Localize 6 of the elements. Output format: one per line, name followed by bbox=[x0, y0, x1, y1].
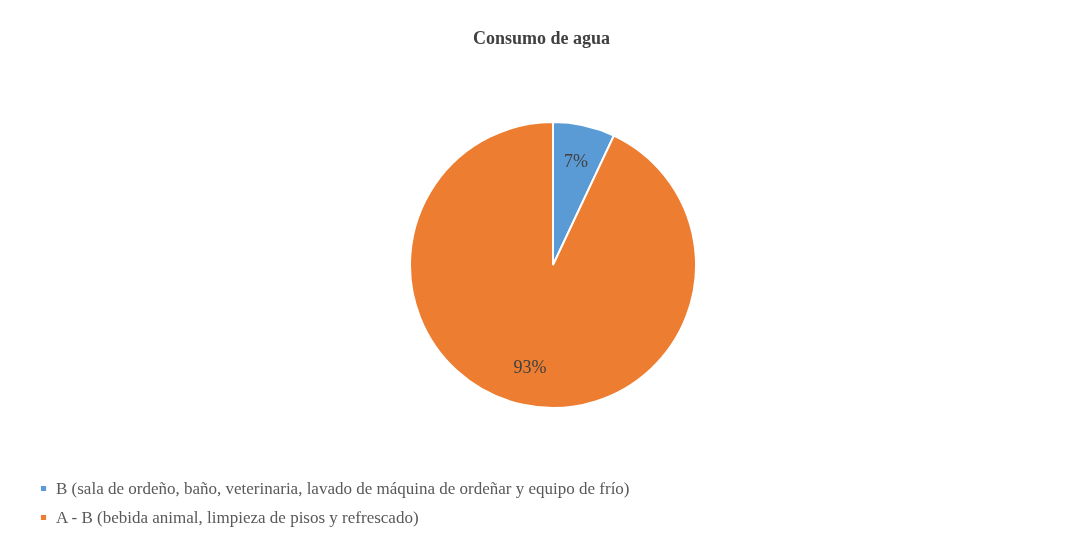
data-label: 93% bbox=[513, 357, 547, 378]
legend-label: B (sala de ordeño, baño, veterinaria, lavado de máquina de ordeñar y equipo de frío) bbox=[56, 478, 630, 498]
pie-slice bbox=[409, 121, 697, 409]
data-label: 7% bbox=[564, 150, 589, 171]
chart-title: Consumo de agua bbox=[472, 28, 611, 48]
legend-label: A - B (bebida animal, limpieza de pisos y refrescado) bbox=[56, 507, 419, 527]
